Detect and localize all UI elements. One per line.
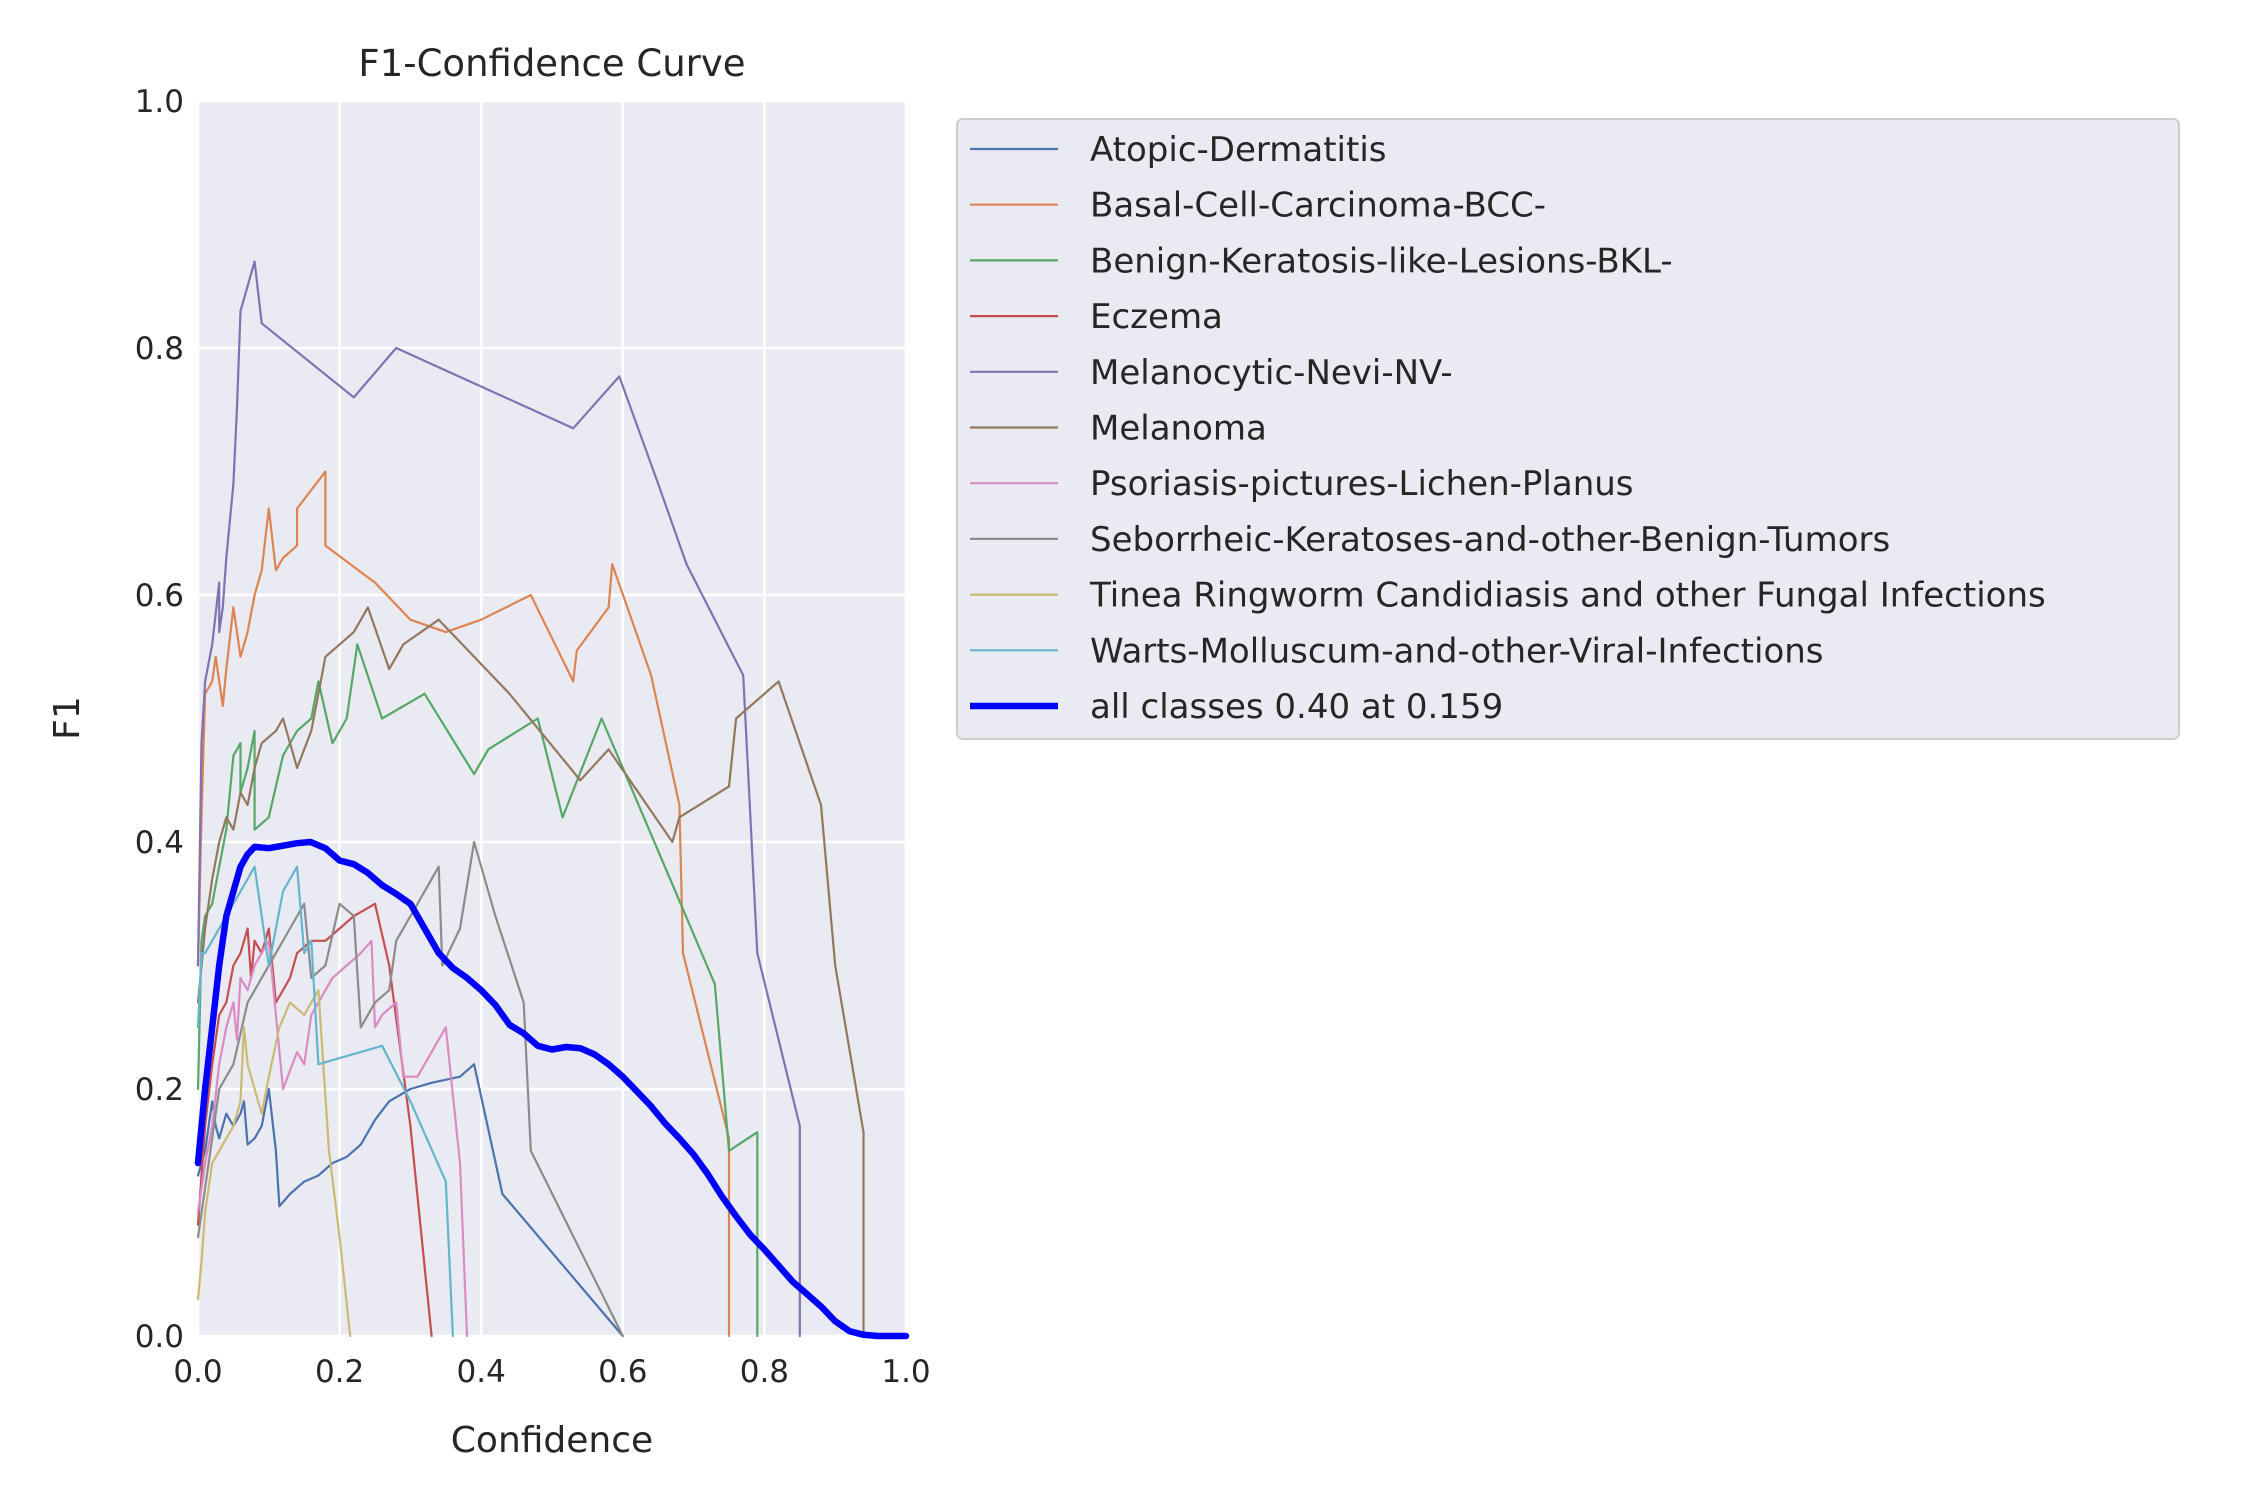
x-axis-title: Confidence	[451, 1420, 653, 1461]
series-line-all-classes-0-40-at-0-159	[194, 838, 910, 1340]
x-tick-label: 1.0	[881, 1354, 930, 1390]
legend-label-benign-keratosis-like-lesions-bkl: Benign-Keratosis-like-Lesions-BKL-	[1090, 241, 1673, 281]
series-line-melanoma	[196, 606, 865, 1338]
y-tick-label: 0.2	[135, 1072, 184, 1108]
y-tick-label: 0.8	[135, 331, 184, 367]
series-line-eczema	[196, 902, 433, 1338]
legend: Atopic-Dermatitis Basal-Cell-Carcinoma-BC…	[956, 118, 2180, 740]
legend-label-tinea-ringworm-candidiasis-and-other-fungal-infections: Tinea Ringworm Candidiasis and other Fun…	[1089, 576, 2046, 616]
x-tick-label: 0.6	[598, 1354, 647, 1390]
legend-label-atopic-dermatitis: Atopic-Dermatitis	[1090, 130, 1387, 170]
series-line-seborrheic-keratoses-and-other-benign-tumors	[196, 840, 624, 1338]
series-line-psoriasis-pictures-lichen-planus	[196, 939, 469, 1338]
y-axis-title: F1	[47, 696, 88, 740]
legend-label-basal-cell-carcinoma-bcc: Basal-Cell-Carcinoma-BCC-	[1090, 186, 1546, 226]
legend-label-warts-molluscum-and-other-viral-infections: Warts-Molluscum-and-other-Viral-Infectio…	[1090, 631, 1824, 671]
legend-items: Atopic-Dermatitis Basal-Cell-Carcinoma-BC…	[970, 130, 2046, 727]
legend-label-melanoma: Melanoma	[1090, 409, 1267, 449]
legend-label-all-classes-0-40-at-0-159: all classes 0.40 at 0.159	[1090, 687, 1503, 727]
series-line-tinea-ringworm-candidiasis-and-other-fungal-infections	[196, 989, 352, 1338]
x-tick-label: 0.4	[457, 1354, 506, 1390]
chart-title: F1-Confidence Curve	[358, 42, 745, 85]
tick-labels: 0.0 0.2 0.4 0.6 0.8 1.0 0.0 0.2 0.4 0.6 0.8 1.0	[135, 84, 931, 1390]
legend-label-eczema: Eczema	[1090, 297, 1223, 337]
series-line-warts-molluscum-and-other-viral-infections	[196, 865, 454, 1338]
legend-label-psoriasis-pictures-lichen-planus: Psoriasis-pictures-Lichen-Planus	[1090, 464, 1634, 504]
x-tick-label: 0.8	[740, 1354, 789, 1390]
gridlines	[196, 99, 908, 1338]
y-tick-label: 0.6	[135, 578, 184, 614]
legend-label-melanocytic-nevi-nv: Melanocytic-Nevi-NV-	[1090, 353, 1453, 393]
plot-area	[198, 101, 906, 1336]
series-line-atopic-dermatitis	[196, 1063, 624, 1338]
y-tick-label: 1.0	[135, 84, 184, 120]
series-lines	[194, 260, 910, 1340]
x-tick-label: 0.0	[173, 1354, 222, 1390]
legend-box	[956, 118, 2180, 740]
series-line-melanocytic-nevi-nv	[196, 260, 801, 1338]
legend-label-seborrheic-keratoses-and-other-benign-tumors: Seborrheic-Keratoses-and-other-Benign-Tu…	[1090, 520, 1890, 560]
y-tick-label: 0.0	[135, 1319, 184, 1355]
x-tick-label: 0.2	[315, 1354, 364, 1390]
series-line-basal-cell-carcinoma-bcc	[196, 470, 731, 1338]
y-tick-label: 0.4	[135, 825, 184, 861]
